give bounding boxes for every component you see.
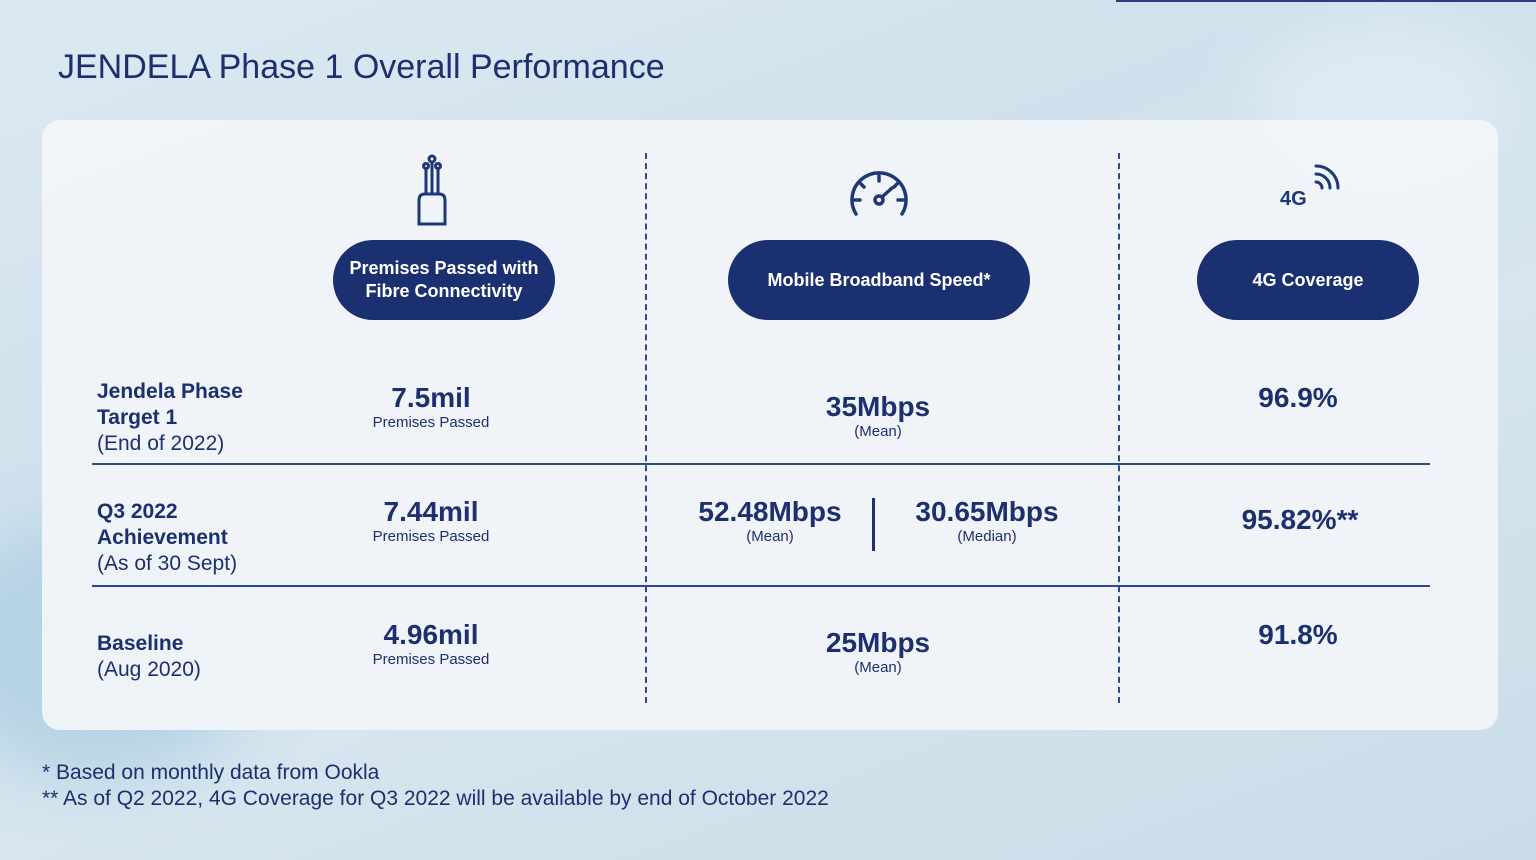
row-label-subtitle: (End of 2022)	[97, 432, 225, 455]
row-label-title: Jendela Phase Target 1	[97, 380, 243, 429]
baseline-fibre-cell: 4.96mil Premises Passed	[331, 619, 531, 668]
footnote: * Based on monthly data from Ookla	[42, 761, 380, 784]
achievement-fibre-cell: 7.44mil Premises Passed	[331, 496, 531, 545]
target-speed-value: 35Mbps	[825, 391, 931, 422]
speedometer-icon	[848, 168, 910, 223]
row-divider	[92, 463, 1430, 465]
top-accent-line	[1116, 0, 1536, 2]
baseline-fibre-value: 4.96mil	[383, 619, 479, 650]
achievement-speed-mean-caption: (Mean)	[746, 528, 794, 545]
row-label-subtitle: (As of 30 Sept)	[97, 552, 238, 575]
page-title: JENDELA Phase 1 Overall Performance	[58, 48, 665, 86]
achievement-speed-median-caption: (Median)	[957, 528, 1017, 545]
fibre-icon	[414, 154, 450, 231]
achievement-fibre-value: 7.44mil	[383, 496, 479, 527]
baseline-speed-caption: (Mean)	[854, 659, 902, 676]
header-fibre-pill: Premises Passed with Fibre Connectivity	[333, 240, 555, 320]
target-coverage-cell: 96.9%	[1198, 382, 1398, 414]
row-label-title: Q3 2022 Achievement	[97, 500, 228, 549]
achievement-coverage-cell: 95.82%**	[1200, 504, 1400, 536]
target-fibre-caption: Premises Passed	[372, 414, 490, 431]
row-label-title: Baseline	[97, 632, 184, 655]
baseline-coverage-cell: 91.8%	[1198, 619, 1398, 651]
baseline-speed-cell: 25Mbps (Mean)	[778, 627, 978, 676]
column-divider	[1118, 153, 1120, 703]
target-fibre-cell: 7.5mil Premises Passed	[331, 382, 531, 431]
achievement-speed-mean-value: 52.48Mbps	[698, 496, 842, 527]
performance-table: 4G Premises Passed with Fibre Connectivi…	[42, 120, 1498, 730]
target-fibre-value: 7.5mil	[391, 382, 471, 413]
row-label-baseline: Baseline (Aug 2020)	[97, 631, 317, 683]
speed-divider	[872, 498, 875, 551]
baseline-coverage-value: 91.8%	[1258, 619, 1338, 650]
achievement-fibre-caption: Premises Passed	[372, 528, 490, 545]
column-divider	[645, 153, 647, 703]
target-speed-caption: (Mean)	[854, 423, 902, 440]
achievement-coverage-value: 95.82%**	[1241, 504, 1359, 535]
target-coverage-value: 96.9%	[1258, 382, 1338, 413]
achievement-speed-mean-cell: 52.48Mbps (Mean)	[675, 496, 865, 545]
4g-icon-label: 4G	[1280, 188, 1307, 210]
achievement-speed-median-value: 30.65Mbps	[915, 496, 1059, 527]
header-coverage-pill: 4G Coverage	[1197, 240, 1419, 320]
row-divider	[92, 585, 1430, 587]
row-label-target: Jendela Phase Target 1 (End of 2022)	[97, 379, 317, 457]
header-speed-pill: Mobile Broadband Speed*	[728, 240, 1030, 320]
achievement-speed-median-cell: 30.65Mbps (Median)	[892, 496, 1082, 545]
row-label-subtitle: (Aug 2020)	[97, 658, 201, 681]
target-speed-cell: 35Mbps (Mean)	[778, 391, 978, 440]
row-label-achievement: Q3 2022 Achievement (As of 30 Sept)	[97, 499, 317, 577]
baseline-fibre-caption: Premises Passed	[372, 651, 490, 668]
baseline-speed-value: 25Mbps	[825, 627, 931, 658]
footnote: ** As of Q2 2022, 4G Coverage for Q3 202…	[42, 787, 829, 810]
